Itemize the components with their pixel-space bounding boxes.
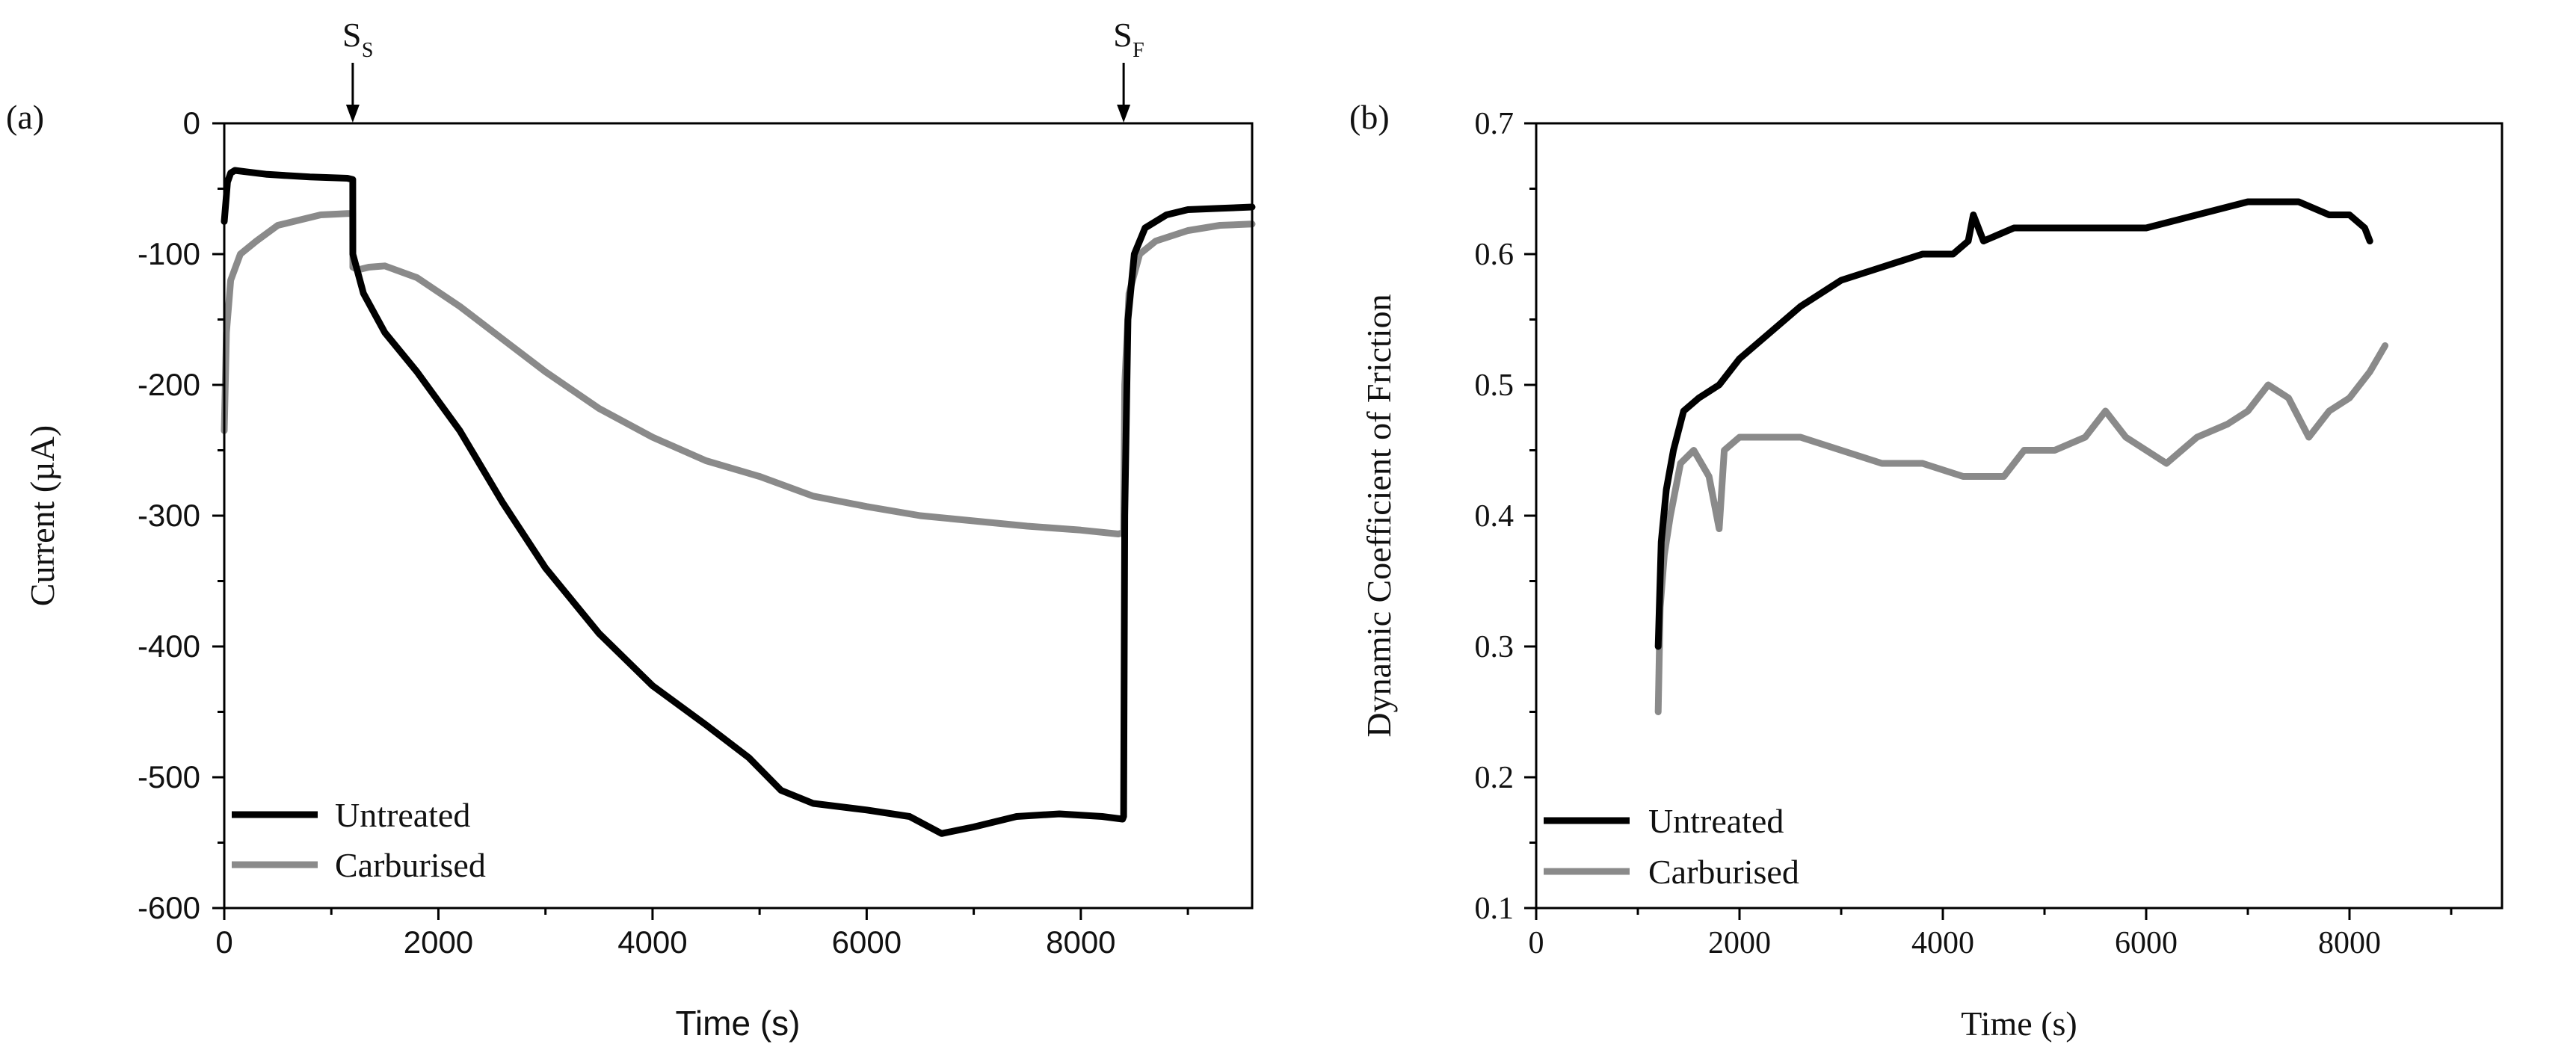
panel-b-x-tick-label: 6000 — [2115, 926, 2178, 960]
panel-b: (b) 0 2000 4000 6000 8000 0.1 0.2 0.3 0.4 0.5 0.6… — [1349, 98, 2503, 1043]
marker-f-label: S — [1113, 16, 1133, 54]
panel-b-legend-untreated-label: Untreated — [1648, 802, 1784, 840]
marker-s-subscript: S — [362, 39, 374, 62]
panel-a-y-tick-label: -200 — [138, 367, 200, 402]
panel-a-x-tick-label: 8000 — [1046, 924, 1115, 960]
panel-a-y-axis-title: Current (µA) — [23, 425, 61, 606]
marker-s-arrow-head — [345, 105, 360, 123]
panel-b-y-tick-label: 0.7 — [1475, 107, 1515, 141]
panel-a-frame — [223, 122, 1254, 910]
marker-s-label: S — [342, 16, 362, 54]
panel-b-x-tick-label: 0 — [1529, 926, 1544, 960]
panel-b-y-tick-label: 0.3 — [1475, 630, 1515, 664]
panel-b-series-untreated — [1654, 198, 2373, 650]
panel-b-frame — [1535, 122, 2503, 910]
panel-a-y-tick-label: 0 — [183, 105, 200, 141]
panel-b-legend: Untreated Carburised — [1544, 802, 1799, 891]
panel-a-y-tick-label: -600 — [138, 890, 200, 925]
marker-f-subscript: F — [1133, 39, 1144, 62]
panel-b-x-axis: 0 2000 4000 6000 8000 — [1529, 908, 2453, 960]
panel-a-y-tick-label: -400 — [138, 629, 200, 664]
panel-a-x-tick-label: 4000 — [617, 924, 687, 960]
panel-a-legend: Untreated Carburised — [232, 796, 486, 884]
panel-b-y-axis-title: Dynamic Coefficient of Friction — [1360, 294, 1398, 737]
panel-a: (a) 0 2000 4000 6000 8000 0 -100 -200 -300 -400 -… — [6, 16, 1256, 1043]
panel-a-legend-untreated-label: Untreated — [335, 796, 470, 834]
panel-a-y-tick-label: -300 — [138, 498, 200, 533]
panel-b-y-tick-label: 0.5 — [1475, 368, 1515, 403]
panel-b-y-tick-label: 0.1 — [1475, 892, 1515, 926]
panel-a-series — [221, 167, 1256, 837]
panel-b-x-tick-label: 8000 — [2318, 926, 2381, 960]
panel-a-x-tick-label: 2000 — [404, 924, 473, 960]
panel-a-y-axis: 0 -100 -200 -300 -400 -500 -600 — [138, 105, 224, 925]
panel-a-x-tick-label: 6000 — [832, 924, 902, 960]
panel-b-y-tick-label: 0.2 — [1475, 761, 1515, 795]
panel-b-y-axis: 0.1 0.2 0.3 0.4 0.5 0.6 0.7 — [1475, 107, 1536, 926]
panel-b-label: (b) — [1349, 98, 1390, 136]
marker-f-arrow-head — [1117, 105, 1131, 123]
panel-b-y-tick-label: 0.4 — [1475, 499, 1515, 534]
panel-a-y-tick-label: -500 — [138, 759, 200, 794]
panel-b-y-tick-label: 0.6 — [1475, 238, 1515, 272]
panel-a-x-axis: 0 2000 4000 6000 8000 — [215, 908, 1189, 960]
panel-b-legend-carburised-label: Carburised — [1648, 853, 1799, 891]
panel-a-series-carburised — [221, 210, 1256, 537]
panel-a-x-axis-title: Time (s) — [676, 1004, 801, 1043]
panel-a-label: (a) — [6, 98, 44, 136]
panel-b-series-carburised — [1654, 342, 2389, 715]
panel-a-legend-carburised-label: Carburised — [335, 846, 486, 884]
panel-a-x-tick-label: 0 — [215, 924, 232, 960]
panel-a-y-tick-label: -100 — [138, 236, 200, 271]
panel-b-x-tick-label: 4000 — [1911, 926, 1974, 960]
panel-b-series — [1654, 198, 2389, 715]
panel-a-series-untreated — [221, 167, 1256, 837]
panel-b-x-axis-title: Time (s) — [1961, 1004, 2077, 1043]
panel-b-x-tick-label: 2000 — [1708, 926, 1771, 960]
